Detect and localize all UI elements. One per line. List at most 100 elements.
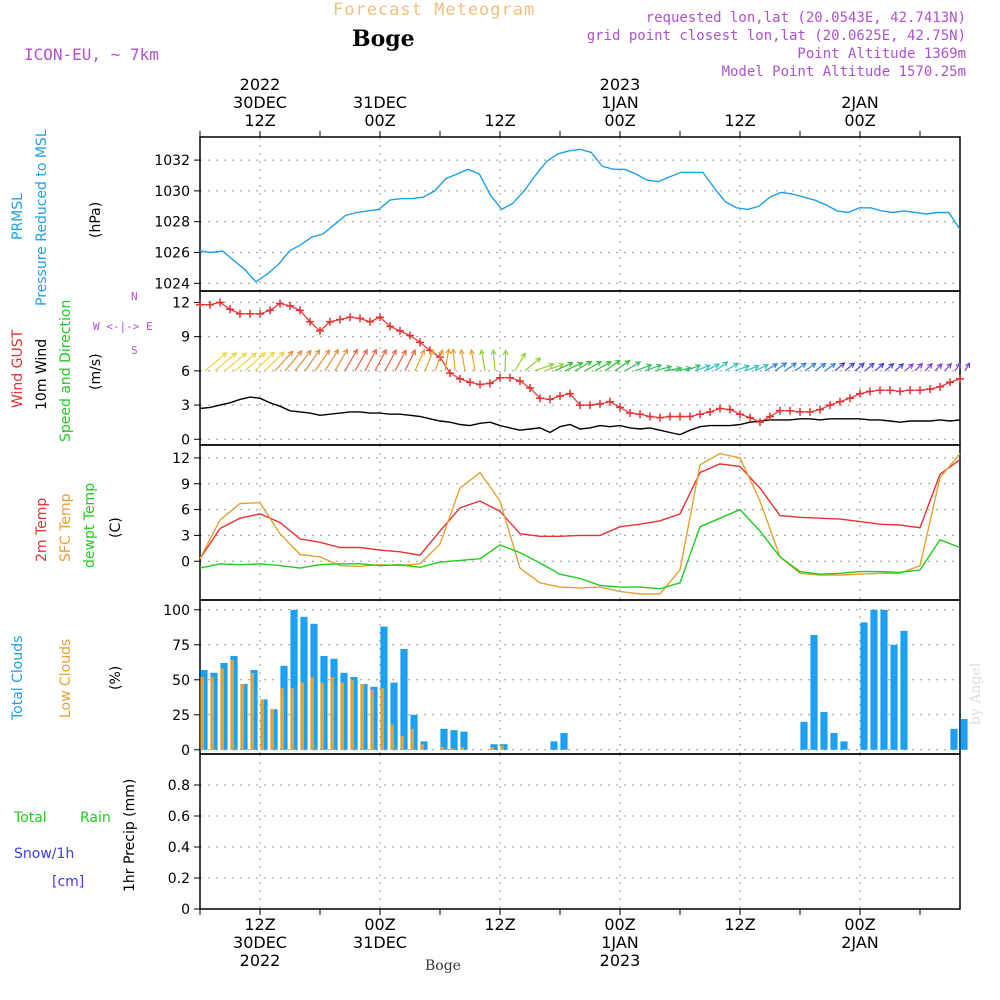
y-tick-label: 0.2: [168, 871, 190, 887]
gust-marker: [946, 378, 954, 387]
wind-direction-arrow: [654, 364, 673, 372]
arrow-shaft: [724, 362, 739, 372]
arrow-head: [868, 362, 875, 369]
arrow-shaft: [584, 361, 602, 372]
arrow-shaft: [234, 352, 257, 372]
wind-direction-arrow: [514, 352, 526, 372]
total-cloud-bar: [440, 728, 448, 750]
arrow-head: [704, 364, 711, 370]
wind-direction-arrow: [774, 362, 788, 372]
gust-marker: [526, 383, 534, 392]
gust-marker: [866, 387, 874, 396]
arrow-shaft: [664, 367, 682, 372]
wind-direction-arrow: [844, 362, 856, 372]
wind-direction-arrow: [824, 362, 837, 372]
wind-direction-arrow: [864, 362, 875, 372]
low-cloud-bar: [360, 684, 364, 750]
arrow-head: [781, 362, 788, 368]
low-cloud-bar: [300, 682, 304, 750]
gust-marker: [816, 405, 824, 414]
y-tick-label: 3: [181, 528, 190, 544]
low-cloud-bar: [460, 747, 464, 750]
gust-marker: [366, 317, 374, 326]
x-tick-label-top: 31DEC: [353, 93, 407, 112]
low-cloud-bar: [280, 688, 284, 750]
arrow-shaft: [544, 363, 564, 372]
wind-direction-arrow: [502, 349, 509, 371]
arrow-head: [810, 362, 817, 369]
arrow-shaft: [954, 362, 961, 372]
point-altitude: Point Altitude 1369m: [797, 46, 966, 62]
total-cloud-bar: [950, 728, 958, 750]
wind-speed-line: [199, 396, 961, 436]
gust-marker: [486, 379, 494, 388]
x-tick-label-bottom: 2JAN: [841, 933, 879, 952]
arrow-shaft: [814, 363, 826, 372]
gust-marker: [546, 395, 554, 404]
gust-marker: [576, 401, 584, 410]
arrow-shaft: [514, 353, 526, 372]
arrow-shaft: [564, 362, 583, 372]
y-tick-label: 25: [172, 708, 190, 724]
wind-direction-arrow: [334, 348, 349, 372]
gust-marker: [386, 322, 394, 331]
wind-direction-arrow: [450, 347, 457, 371]
gust-marker: [236, 309, 244, 318]
gust-marker: [596, 399, 604, 408]
wind-direction-arrow: [594, 361, 612, 372]
arrow-shaft: [834, 362, 845, 372]
wind-direction-arrow: [264, 351, 285, 372]
wind-direction-arrow: [459, 348, 466, 371]
arrow-head: [520, 352, 526, 359]
y-tick-label: 0: [181, 554, 190, 570]
gust-marker: [556, 391, 564, 400]
total-cloud-bar: [450, 730, 458, 750]
y-tick-label: 50: [172, 673, 190, 689]
arrow-head: [287, 350, 294, 357]
low-cloud-bar: [310, 677, 314, 750]
arrow-shaft: [524, 357, 541, 372]
low-cloud-bar: [260, 699, 264, 750]
arrow-shaft: [694, 364, 711, 372]
arrow-shaft: [884, 363, 894, 372]
arrow-head: [401, 349, 407, 356]
arrow-head: [820, 362, 827, 369]
precip-snow-unit: [cm]: [52, 874, 85, 890]
gust-marker: [926, 385, 934, 394]
arrow-head: [535, 357, 542, 363]
wind-direction-arrow: [444, 347, 451, 371]
arrow-shaft: [824, 363, 836, 372]
gust-marker: [506, 373, 514, 382]
wind-direction-arrow: [214, 352, 238, 372]
arrow-head: [791, 362, 798, 368]
arrow-head: [269, 351, 276, 358]
gust-marker: [826, 401, 834, 410]
y-tick-label: 1032: [154, 153, 190, 169]
x-tick-label-top: 1JAN: [601, 93, 639, 112]
wind-direction-arrow: [724, 362, 740, 372]
wind-direction-arrow: [534, 362, 555, 372]
wind-direction-arrow: [244, 351, 266, 372]
wind-direction-arrow: [784, 362, 798, 372]
wind-direction-arrow: [234, 352, 257, 372]
arrow-head: [333, 348, 339, 355]
x-tick-label-top: 12Z: [244, 111, 275, 130]
arrow-shaft: [654, 365, 672, 372]
gust-marker: [316, 326, 324, 335]
arrow-head: [438, 348, 444, 355]
gust-marker: [406, 331, 414, 340]
arrow-shaft: [274, 350, 294, 372]
x-tick-label-bottom: 2022: [240, 951, 281, 970]
x-tick-label-top: 2023: [600, 75, 641, 94]
x-tick-label-bottom: 00Z: [604, 915, 635, 934]
gust-marker: [256, 309, 264, 318]
compass-south: S: [131, 344, 138, 357]
gust-marker: [856, 389, 864, 398]
low-cloud-bar: [400, 735, 404, 750]
arrow-head: [445, 347, 451, 355]
arrow-head: [479, 348, 485, 356]
wind-direction-arrow: [254, 351, 276, 372]
low-cloud-bar: [500, 745, 504, 750]
gust-marker: [706, 407, 714, 416]
x-tick-label-top: 2JAN: [841, 93, 879, 112]
